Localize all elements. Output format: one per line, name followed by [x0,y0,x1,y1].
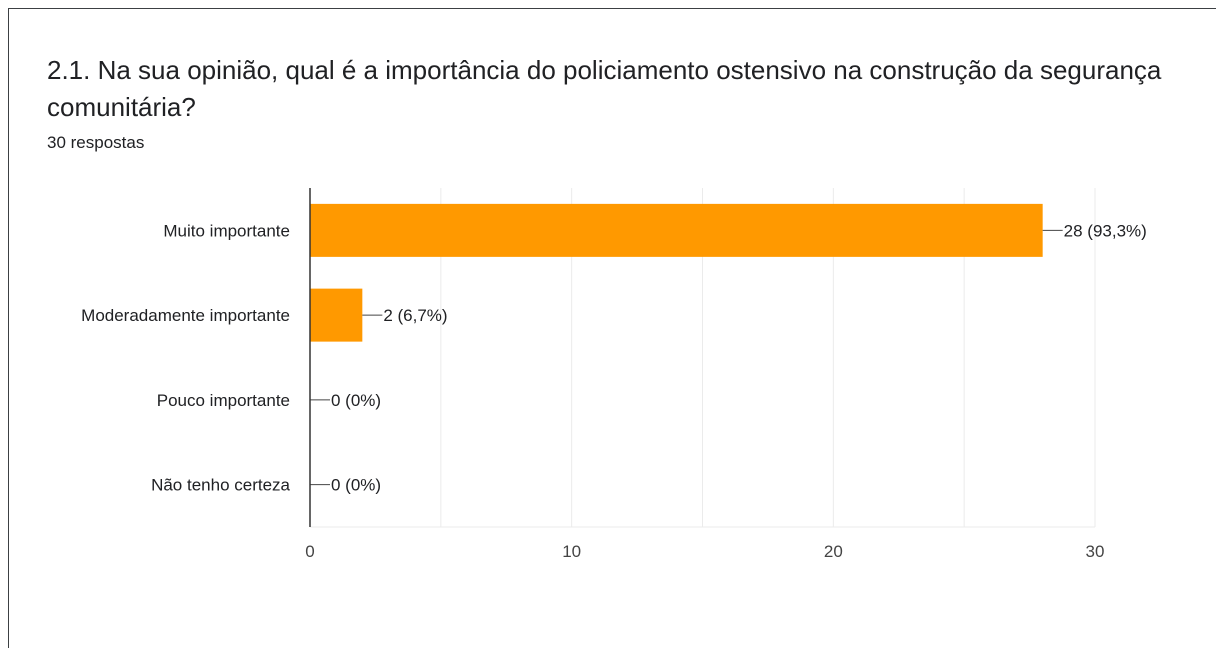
data-label: 0 (0%) [331,391,381,410]
x-tick-label: 30 [1086,542,1105,561]
x-tick-label: 20 [824,542,843,561]
data-label: 2 (6,7%) [383,306,447,325]
x-tick-label: 10 [562,542,581,561]
category-label: Não tenho certeza [151,476,290,495]
category-label: Muito importante [163,221,290,240]
chart-card [8,8,1216,648]
category-label: Pouco importante [157,391,290,410]
bar-1 [310,288,363,342]
question-title: 2.1. Na sua opinião, qual é a importânci… [47,55,1162,122]
data-label: 0 (0%) [331,476,381,495]
category-label: Moderadamente importante [81,306,290,325]
bar-chart: Muito importante 28 (93,3%) Moderadamente … [81,188,1147,561]
data-label: 28 (93,3%) [1064,221,1147,240]
response-count: 30 respostas [47,133,145,152]
bar-0 [310,203,1043,257]
x-tick-label: 0 [305,542,314,561]
